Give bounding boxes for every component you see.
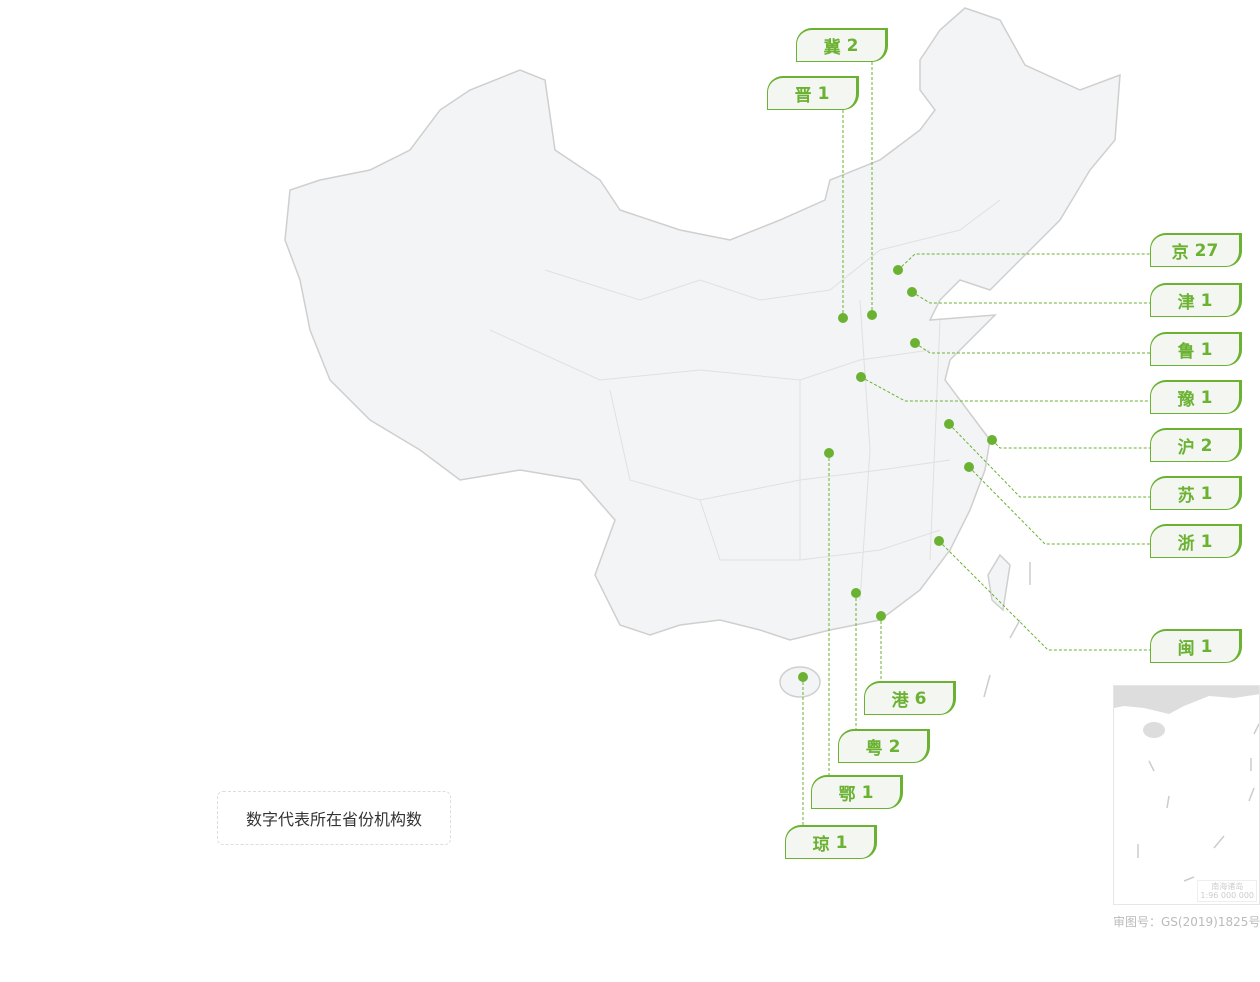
location-dot — [824, 448, 834, 458]
province-name: 琼 — [812, 835, 830, 855]
province-name: 粤 — [865, 739, 883, 759]
province-name: 京 — [1171, 243, 1189, 263]
province-name: 苏 — [1177, 486, 1195, 506]
legend-note: 数字代表所在省份机构数 — [217, 791, 451, 845]
institution-count: 1 — [835, 832, 848, 853]
institution-count: 1 — [1200, 636, 1213, 657]
inset-scale: 1:96 000 000 — [1200, 891, 1254, 900]
leader-line — [914, 342, 1150, 354]
province-name: 闽 — [1177, 639, 1195, 659]
hainan-island — [779, 666, 821, 698]
location-dot — [876, 611, 886, 621]
province-name: 豫 — [1177, 390, 1195, 410]
location-dot — [934, 536, 944, 546]
mainland-outline — [284, 7, 1121, 641]
location-dot — [910, 338, 920, 348]
province-name: 冀 — [823, 38, 841, 58]
location-dot — [856, 372, 866, 382]
legend-text: 数字代表所在省份机构数 — [245, 810, 422, 829]
leader-lines — [802, 62, 1150, 825]
institution-count: 1 — [1200, 290, 1213, 311]
location-dot — [867, 310, 877, 320]
province-name: 晋 — [794, 86, 812, 106]
institution-count: 27 — [1194, 240, 1219, 261]
province-name: 鄂 — [838, 785, 856, 805]
institution-count: 2 — [1200, 435, 1213, 456]
inset-label: 南海诸岛 1:96 000 000 — [1197, 880, 1257, 902]
province-tag: 京 27 — [1150, 233, 1242, 267]
taiwan-island — [987, 553, 1011, 612]
location-dot — [964, 462, 974, 472]
leader-line — [948, 423, 1150, 498]
province-name: 港 — [891, 691, 909, 711]
institution-count: 1 — [817, 83, 830, 104]
institution-count: 1 — [1200, 339, 1213, 360]
nine-dash-line — [983, 562, 1031, 698]
institution-count: 1 — [1200, 483, 1213, 504]
south-china-sea-inset: 南海诸岛 1:96 000 000 — [1113, 685, 1260, 905]
leader-line — [911, 291, 1150, 304]
location-dot — [987, 435, 997, 445]
institution-count: 2 — [888, 736, 901, 757]
institution-count: 1 — [1200, 531, 1213, 552]
map-approval-number: 审图号：GS(2019)1825号 — [1113, 915, 1260, 929]
location-dot — [838, 313, 848, 323]
leader-line — [991, 439, 1150, 449]
institution-count: 2 — [846, 35, 859, 56]
location-dot — [798, 672, 808, 682]
leader-line — [860, 376, 1150, 402]
province-name: 鲁 — [1177, 342, 1195, 362]
leader-line — [938, 540, 1150, 651]
location-dot — [907, 287, 917, 297]
institution-count: 6 — [914, 688, 927, 709]
location-dot — [944, 419, 954, 429]
institution-count: 1 — [861, 782, 874, 803]
inset-map — [1114, 686, 1259, 882]
location-dot — [893, 265, 903, 275]
inset-label-text: 南海诸岛 — [1211, 882, 1244, 891]
province-name: 津 — [1177, 293, 1195, 313]
location-dot — [851, 588, 861, 598]
institution-count: 1 — [1200, 387, 1213, 408]
leader-line — [968, 466, 1150, 545]
province-borders — [489, 199, 1001, 601]
leader-line — [897, 253, 1150, 271]
location-dots — [798, 265, 997, 682]
province-name: 沪 — [1177, 438, 1195, 458]
province-name: 浙 — [1177, 534, 1195, 554]
